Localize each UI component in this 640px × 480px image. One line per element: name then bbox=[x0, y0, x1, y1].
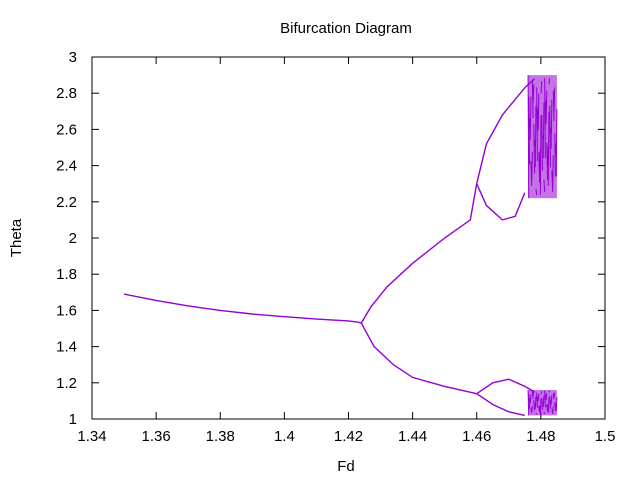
y-axis-label: Theta bbox=[8, 218, 25, 257]
axis-ticks: 1.34 1.36 1.38 1.4 1.42 1.44 1.46 1.48 1.511.21.… bbox=[56, 49, 615, 445]
x-tick-label: 1.44 bbox=[398, 428, 427, 445]
y-tick-label: 1.8 bbox=[56, 266, 77, 283]
branch-line bbox=[476, 393, 525, 417]
y-tick-label: 1 bbox=[69, 411, 77, 428]
x-tick-label: 1.38 bbox=[206, 428, 235, 445]
y-tick-label: 3 bbox=[69, 49, 77, 66]
y-tick-label: 2.6 bbox=[56, 121, 77, 138]
chart-title: Bifurcation Diagram bbox=[280, 20, 412, 37]
y-tick-label: 2.4 bbox=[56, 158, 77, 175]
data-marks bbox=[123, 75, 558, 417]
y-tick-label: 2.8 bbox=[56, 85, 77, 102]
chaotic-region bbox=[528, 75, 557, 199]
branch-line bbox=[360, 322, 477, 395]
chaotic-region bbox=[528, 390, 557, 416]
x-tick-label: 1.5 bbox=[595, 428, 616, 445]
x-tick-label: 1.36 bbox=[142, 428, 171, 445]
x-axis-label: Fd bbox=[337, 458, 355, 475]
y-tick-label: 1.2 bbox=[56, 375, 77, 392]
x-tick-label: 1.34 bbox=[77, 428, 106, 445]
x-tick-label: 1.46 bbox=[462, 428, 491, 445]
y-tick-label: 2.2 bbox=[56, 194, 77, 211]
branch-line bbox=[476, 183, 526, 221]
branch-line bbox=[476, 378, 535, 395]
y-tick-label: 1.4 bbox=[56, 339, 77, 356]
x-tick-label: 1.42 bbox=[334, 428, 363, 445]
branch-line bbox=[123, 293, 362, 324]
branch-line bbox=[360, 183, 478, 324]
y-tick-label: 1.6 bbox=[56, 302, 77, 319]
x-tick-label: 1.4 bbox=[274, 428, 295, 445]
x-tick-label: 1.48 bbox=[526, 428, 555, 445]
y-tick-label: 2 bbox=[69, 230, 77, 247]
branch-line bbox=[476, 78, 535, 184]
